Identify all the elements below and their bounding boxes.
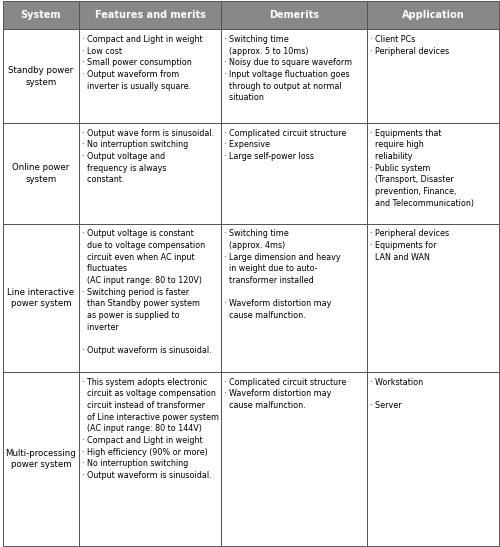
Bar xyxy=(80,123,221,224)
Bar xyxy=(368,123,499,224)
Bar xyxy=(368,30,499,123)
Text: Features and merits: Features and merits xyxy=(95,10,206,20)
Bar xyxy=(80,1,221,30)
Bar xyxy=(80,30,221,123)
Text: · Workstation

· Server: · Workstation · Server xyxy=(370,377,424,410)
Bar xyxy=(2,372,80,546)
Bar xyxy=(368,1,499,30)
Text: Line interactive
power system: Line interactive power system xyxy=(8,288,74,309)
Bar xyxy=(221,372,368,546)
Text: Application: Application xyxy=(402,10,464,20)
Text: Demerits: Demerits xyxy=(269,10,319,20)
Text: Standby power
system: Standby power system xyxy=(8,66,74,86)
Bar xyxy=(221,123,368,224)
Bar xyxy=(80,372,221,546)
Text: · This system adopts electronic
  circuit as voltage compensation
  circuit inst: · This system adopts electronic circuit … xyxy=(82,377,220,480)
Text: · Equipments that
  require high
  reliability
· Public system
  (Transport, Dis: · Equipments that require high reliabili… xyxy=(370,129,474,207)
Bar xyxy=(221,1,368,30)
Bar xyxy=(2,123,80,224)
Text: · Complicated circuit structure
· Expensive
· Large self-power loss: · Complicated circuit structure · Expens… xyxy=(224,129,346,161)
Text: · Complicated circuit structure
· Waveform distortion may
  cause malfunction.: · Complicated circuit structure · Wavefo… xyxy=(224,377,346,410)
Bar xyxy=(221,224,368,372)
Bar xyxy=(2,224,80,372)
Text: · Switching time
  (approx. 4ms)
· Large dimension and heavy
  in weight due to : · Switching time (approx. 4ms) · Large d… xyxy=(224,229,340,320)
Text: · Peripheral devices
· Equipments for
  LAN and WAN: · Peripheral devices · Equipments for LA… xyxy=(370,229,450,261)
Bar xyxy=(221,30,368,123)
Bar xyxy=(80,224,221,372)
Text: System: System xyxy=(20,10,61,20)
Bar xyxy=(368,372,499,546)
Bar xyxy=(2,1,80,30)
Text: Multi-processing
power system: Multi-processing power system xyxy=(6,449,76,469)
Text: · Switching time
  (approx. 5 to 10ms)
· Noisy due to square waveform
· Input vo: · Switching time (approx. 5 to 10ms) · N… xyxy=(224,35,352,102)
Bar xyxy=(368,224,499,372)
Bar xyxy=(2,30,80,123)
Text: · Output voltage is constant
  due to voltage compensation
  circuit even when A: · Output voltage is constant due to volt… xyxy=(82,229,212,355)
Text: · Compact and Light in weight
· Low cost
· Small power consumption
· Output wave: · Compact and Light in weight · Low cost… xyxy=(82,35,203,91)
Text: · Client PCs
· Peripheral devices: · Client PCs · Peripheral devices xyxy=(370,35,450,56)
Text: · Output wave form is sinusoidal.
· No interruption switching
· Output voltage a: · Output wave form is sinusoidal. · No i… xyxy=(82,129,214,184)
Text: Online power
system: Online power system xyxy=(12,163,70,184)
